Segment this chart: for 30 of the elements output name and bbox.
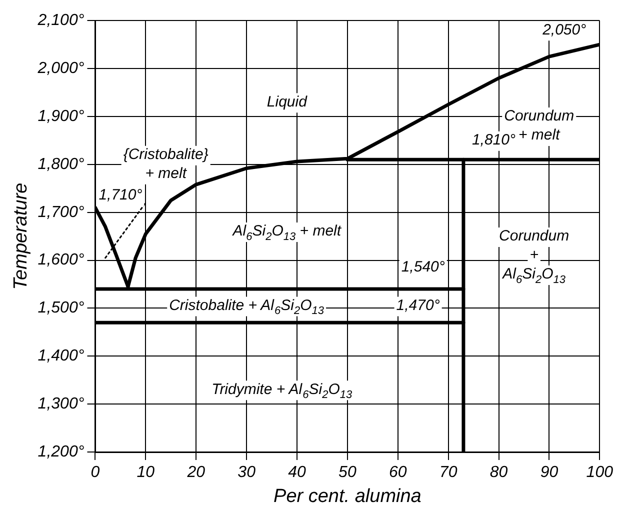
annotation: 1,710° <box>98 186 142 204</box>
y-tick-label: 1,600° <box>38 252 85 269</box>
x-tick-label: 80 <box>490 464 508 482</box>
annotation: 1,540° <box>401 258 445 276</box>
y-tick-label: 1,800° <box>38 156 85 173</box>
annotation: {Cristobalite} + melt <box>123 146 208 182</box>
y-tick-label: 1,300° <box>38 396 85 413</box>
y-tick-label: 1,900° <box>38 108 85 125</box>
x-tick-label: 70 <box>439 464 458 482</box>
y-tick-label: 1,700° <box>38 204 85 221</box>
y-tick-label: 2,000° <box>36 60 85 77</box>
y-tick-label: 1,400° <box>38 348 85 365</box>
y-axis-title: Temperature <box>10 182 32 290</box>
y-tick-label: 1,200° <box>38 443 85 460</box>
x-tick-label: 40 <box>288 464 306 482</box>
annotation: Liquid <box>266 93 308 110</box>
y-tick-label: 2,100° <box>36 12 85 30</box>
annotation: 1,470° <box>396 296 440 314</box>
annotation: 2,050° <box>542 21 586 38</box>
y-tick-label: 1,500° <box>38 300 85 317</box>
x-tick-label: 100 <box>586 464 614 482</box>
x-tick-label: 10 <box>136 464 155 482</box>
x-tick-label: 50 <box>338 464 356 482</box>
x-tick-label: 30 <box>238 464 256 482</box>
x-tick-label: 90 <box>540 464 558 482</box>
x-tick-label: 20 <box>186 464 206 482</box>
x-tick-label: 0 <box>90 464 100 482</box>
x-axis-title: Per cent. alumina <box>274 486 422 507</box>
annotation: 1,810° <box>472 132 516 149</box>
x-tick-label: 60 <box>388 464 407 482</box>
